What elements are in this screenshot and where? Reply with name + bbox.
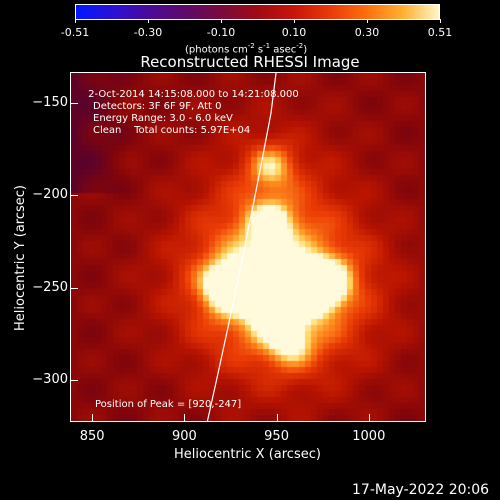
y-tick-label: −150 xyxy=(32,95,68,111)
info-time: 2-Oct-2014 14:15:08.000 to 14:21:08.000 xyxy=(85,89,299,100)
colorbar-tick-label: -0.10 xyxy=(206,26,236,39)
colorbar-units: (photons cm-2 s-1 asec-2) xyxy=(185,42,308,56)
x-tick-label: 1000 xyxy=(352,429,386,444)
colorbar-tick-mark xyxy=(439,19,441,23)
y-tick-label: −300 xyxy=(32,371,68,387)
x-tick-label: 900 xyxy=(171,429,197,444)
x-tick-label: 950 xyxy=(264,429,289,444)
x-tick-mark xyxy=(184,414,186,422)
solar-limb-curve xyxy=(206,73,277,421)
x-tick-mark xyxy=(368,414,370,422)
date-stamp: 17-May-2022 20:06 xyxy=(352,482,490,498)
x-tick-mark xyxy=(92,414,94,422)
y-tick-label: −200 xyxy=(32,187,68,203)
colorbar-tick-mark xyxy=(293,19,295,23)
colorbar-tick-mark xyxy=(366,19,368,23)
info-clean: Clean Total counts: 5.97E+04 xyxy=(93,125,251,136)
colorbar-tick-label: 0.10 xyxy=(281,26,307,39)
x-tick-label: 850 xyxy=(79,429,105,444)
rhessi-image-plot: 2-Oct-2014 14:15:08.000 to 14:21:08.000 … xyxy=(70,72,426,422)
y-axis-label: Heliocentric Y (arcsec) xyxy=(13,185,28,331)
colorbar-tick-mark xyxy=(74,19,76,23)
info-peak: Position of Peak = [920,-247] xyxy=(95,399,242,410)
y-tick-mark xyxy=(70,103,78,105)
x-tick-mark xyxy=(276,414,278,422)
info-energy: Energy Range: 3.0 - 6.0 keV xyxy=(93,113,233,124)
y-tick-label: −250 xyxy=(32,279,68,295)
colorbar-tick-mark xyxy=(220,19,222,23)
colorbar-tick-label: 0.30 xyxy=(354,26,380,39)
colorbar-tick-label: 0.51 xyxy=(427,26,453,39)
x-axis-label: Heliocentric X (arcsec) xyxy=(174,447,321,462)
colorbar-tick-label: -0.51 xyxy=(60,26,90,39)
y-tick-mark xyxy=(70,195,78,197)
info-detectors: Detectors: 3F 6F 9F, Att 0 xyxy=(93,101,222,112)
y-tick-mark xyxy=(70,379,78,381)
intensity-map xyxy=(71,73,425,421)
colorbar xyxy=(75,4,440,20)
image-title: Reconstructed RHESSI Image xyxy=(140,53,360,71)
colorbar-tick-label: -0.30 xyxy=(133,26,163,39)
colorbar-tick-mark xyxy=(147,19,149,23)
y-tick-mark xyxy=(70,287,78,289)
